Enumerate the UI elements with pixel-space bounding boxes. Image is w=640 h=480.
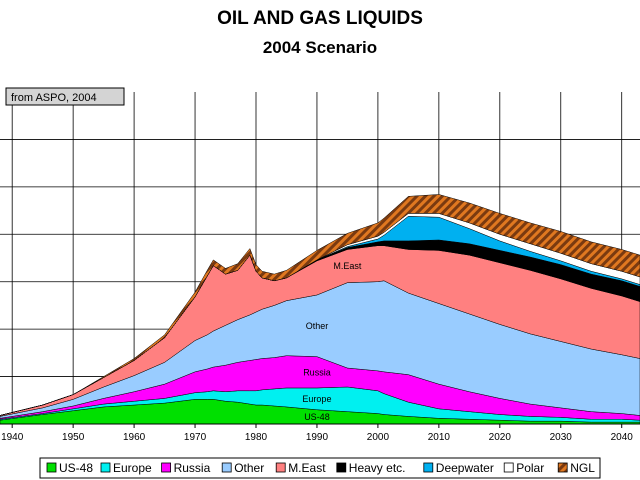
legend-label-europe: Europe <box>113 461 152 475</box>
area-label-europe: Europe <box>302 394 331 404</box>
area-label-other: Other <box>306 321 329 331</box>
x-tick-label-1940: 1940 <box>1 432 24 443</box>
x-axis: 1940 1950 1960 1970 1980 1990 2000 2010 2020 2030… <box>0 423 640 443</box>
x-tick-label-2000: 2000 <box>367 432 390 443</box>
x-tick-label-1980: 1980 <box>245 432 268 443</box>
x-tick-label-2030: 2030 <box>550 432 573 443</box>
x-tick-label-1960: 1960 <box>123 432 146 443</box>
legend: US-48 Europe Russia Other M.East Heavy etc. De… <box>39 457 601 479</box>
legend-swatch-ngl <box>557 462 568 473</box>
legend-swatch-deepwater <box>423 462 434 473</box>
legend-swatch-us-48 <box>46 462 57 473</box>
source-note-box <box>5 87 125 106</box>
legend-label-deepwater: Deepwater <box>436 461 494 475</box>
legend-swatch-europe <box>100 462 111 473</box>
chart-subtitle: 2004 Scenario <box>263 38 377 57</box>
chart-title: OIL AND GAS LIQUIDS <box>217 8 423 29</box>
legend-swatch-heavy-etc <box>336 462 347 473</box>
x-tick-label-2010: 2010 <box>428 432 451 443</box>
area-label-m-east: M.East <box>333 261 362 271</box>
legend-label-polar: Polar <box>516 461 544 475</box>
legend-swatch-other <box>221 462 232 473</box>
legend-label-other: Other <box>234 461 264 475</box>
legend-label-m-east: M.East <box>288 461 326 475</box>
legend-label-russia: Russia <box>174 461 211 475</box>
x-tick-label-2040: 2040 <box>611 432 634 443</box>
stacked-areas <box>0 194 640 425</box>
legend-label-heavy-etc: Heavy etc. <box>349 461 406 475</box>
legend-swatch-russia <box>161 462 172 473</box>
legend-swatch-polar <box>503 462 514 473</box>
source-note: from ASPO, 2004 <box>5 87 125 106</box>
x-tick-label-2020: 2020 <box>489 432 512 443</box>
area-label-russia: Russia <box>303 367 331 377</box>
legend-box <box>39 457 601 479</box>
x-tick-label-1990: 1990 <box>306 432 329 443</box>
area-ngl <box>0 194 640 416</box>
area-label-us-48: US-48 <box>304 412 330 422</box>
legend-label-ngl: NGL <box>570 461 595 475</box>
area-labels: M.East Other Russia Europe US-48 <box>302 261 361 422</box>
x-tick-label-1950: 1950 <box>62 432 85 443</box>
source-note-text: from ASPO, 2004 <box>11 92 97 104</box>
x-tick-label-1970: 1970 <box>184 432 207 443</box>
legend-label-us-48: US-48 <box>59 461 93 475</box>
legend-swatch-m-east <box>275 462 286 473</box>
